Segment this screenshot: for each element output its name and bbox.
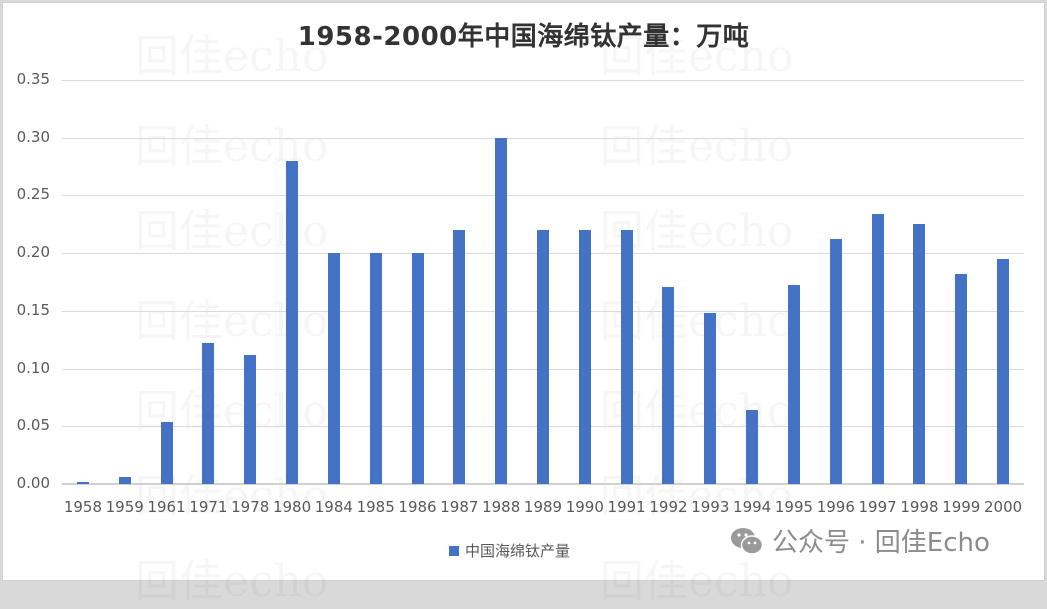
x-tick-label: 1993 bbox=[691, 498, 730, 516]
x-tick-label: 1988 bbox=[482, 498, 521, 516]
x-tick-label: 1989 bbox=[523, 498, 563, 516]
bar-1991[interactable] bbox=[620, 230, 633, 484]
y-tick-label: 0.25 bbox=[16, 185, 50, 204]
bar-1989[interactable] bbox=[537, 230, 549, 484]
badge-text: 公众号 · 回佳Echo bbox=[772, 528, 990, 558]
bar-1999[interactable] bbox=[955, 273, 968, 484]
bar-1998[interactable] bbox=[913, 224, 926, 484]
bar-1980[interactable] bbox=[286, 160, 299, 484]
legend-swatch bbox=[449, 545, 459, 556]
x-tick-label: 1997 bbox=[858, 498, 897, 516]
y-tick-label: 0.30 bbox=[16, 127, 50, 146]
x-tick-label: 1995 bbox=[774, 498, 814, 516]
x-tick-label: 1978 bbox=[231, 498, 270, 516]
gridline bbox=[62, 195, 1024, 197]
y-tick-label: 0.05 bbox=[16, 416, 50, 435]
gridline bbox=[62, 80, 1024, 81]
x-tick-label: 1987 bbox=[440, 498, 479, 516]
x-tick-label: 1994 bbox=[733, 498, 772, 516]
x-axis-line bbox=[62, 483, 1024, 485]
bar-1992[interactable] bbox=[662, 286, 675, 484]
legend-label: 中国海绵钛产量 bbox=[465, 542, 571, 560]
x-tick-label: 1991 bbox=[607, 498, 646, 516]
x-tick-label: 1980 bbox=[272, 498, 312, 516]
x-tick-label: 1985 bbox=[356, 498, 395, 516]
x-tick-label: 1992 bbox=[649, 498, 688, 516]
bar-1996[interactable] bbox=[829, 239, 842, 484]
x-tick-label: 1999 bbox=[942, 498, 981, 516]
x-tick-label: 1998 bbox=[900, 498, 939, 516]
plot-area bbox=[62, 80, 1024, 485]
bar-1985[interactable] bbox=[369, 253, 382, 484]
bar-1984[interactable] bbox=[327, 253, 340, 484]
wechat-badge: 公众号 · 回佳Echo bbox=[730, 522, 990, 559]
x-tick-label: 1959 bbox=[105, 498, 144, 516]
wechat-icon bbox=[731, 527, 764, 555]
y-tick-label: 0.20 bbox=[16, 243, 50, 262]
bar-1995[interactable] bbox=[787, 285, 800, 484]
bar-1988[interactable] bbox=[495, 137, 508, 484]
bar-2000[interactable] bbox=[997, 258, 1010, 484]
y-tick-label: 0.00 bbox=[16, 474, 50, 492]
x-tick-label: 1990 bbox=[565, 498, 604, 516]
x-tick-label: 1971 bbox=[189, 498, 228, 516]
bar-1961[interactable] bbox=[160, 421, 173, 484]
bar-1958[interactable] bbox=[76, 481, 89, 484]
y-tick-label: 0.15 bbox=[16, 300, 50, 319]
bar-1978[interactable] bbox=[244, 354, 257, 484]
x-tick-label: 1996 bbox=[816, 498, 855, 516]
bar-1959[interactable] bbox=[118, 477, 131, 484]
x-tick-label: 1958 bbox=[63, 498, 102, 516]
legend[interactable]: 中国海绵钛产量 bbox=[449, 540, 570, 561]
bar-1986[interactable] bbox=[411, 253, 424, 484]
bar-1994[interactable] bbox=[746, 410, 759, 484]
bar-1997[interactable] bbox=[871, 213, 884, 484]
chart-title: 1958-2000年中国海绵钛产量：万吨 bbox=[297, 22, 750, 52]
bar-1990[interactable] bbox=[578, 230, 591, 484]
x-tick-label: 1986 bbox=[398, 498, 437, 516]
y-tick-label: 0.35 bbox=[16, 70, 50, 88]
gridline bbox=[62, 137, 1024, 139]
x-tick-label: 2000 bbox=[983, 498, 1023, 516]
bar-1987[interactable] bbox=[453, 230, 466, 484]
bar-1993[interactable] bbox=[704, 313, 717, 484]
x-tick-label: 1961 bbox=[147, 498, 186, 516]
y-tick-label: 0.10 bbox=[16, 358, 50, 377]
bar-1971[interactable] bbox=[202, 343, 215, 484]
x-tick-label: 1984 bbox=[314, 498, 353, 516]
